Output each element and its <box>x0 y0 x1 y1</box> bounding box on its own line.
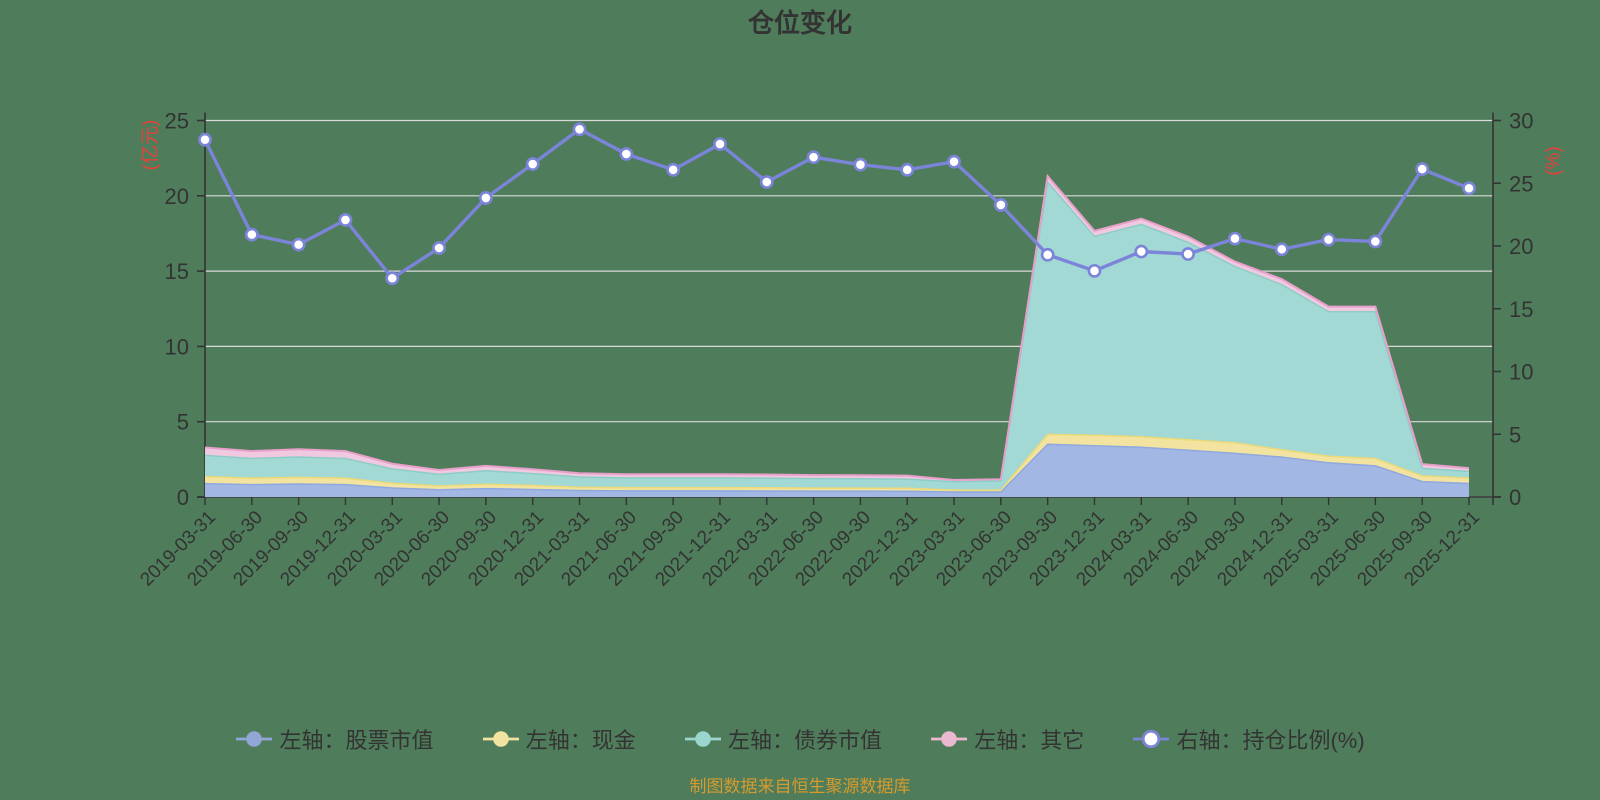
svg-text:5: 5 <box>177 410 189 435</box>
svg-text:5: 5 <box>1509 422 1521 447</box>
svg-text:0: 0 <box>1509 485 1521 510</box>
svg-text:10: 10 <box>165 334 189 359</box>
svg-text:25: 25 <box>1509 171 1533 196</box>
svg-text:20: 20 <box>165 184 189 209</box>
svg-text:25: 25 <box>165 109 189 134</box>
svg-text:20: 20 <box>1509 234 1533 259</box>
svg-text:30: 30 <box>1509 109 1533 134</box>
svg-text:15: 15 <box>165 259 189 284</box>
svg-text:0: 0 <box>177 485 189 510</box>
svg-text:15: 15 <box>1509 297 1533 322</box>
svg-text:仓位变化: 仓位变化 <box>747 8 852 38</box>
svg-text:10: 10 <box>1509 360 1533 385</box>
